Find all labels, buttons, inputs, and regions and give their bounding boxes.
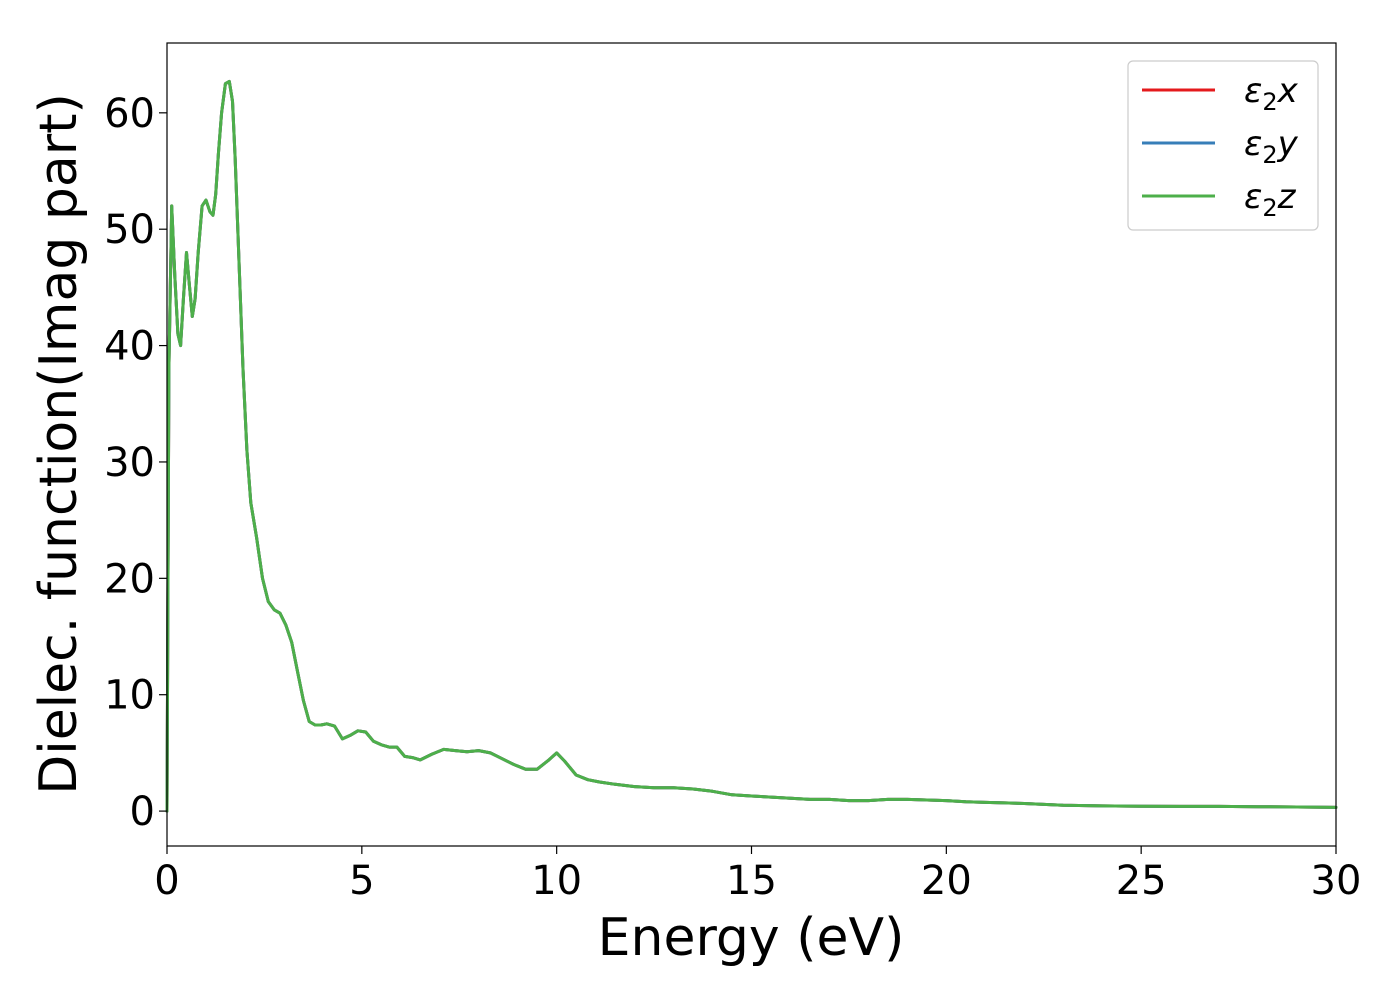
series-line-z: [165, 79, 1338, 813]
y-axis-ticks: 0 10 20 30 40 50 60: [104, 91, 167, 835]
x-tick-label: 5: [349, 858, 374, 904]
x-tick-label: 30: [1311, 858, 1362, 904]
legend-label-x: ε2x: [1244, 71, 1299, 116]
x-axis-ticks: 0 5 10 15 20 25 30: [154, 846, 1361, 904]
y-tick-label: 0: [130, 789, 155, 835]
y-tick-label: 50: [104, 207, 155, 253]
y-tick-label: 40: [104, 324, 155, 370]
y-tick-label: 60: [104, 91, 155, 137]
y-tick-label: 10: [104, 673, 155, 719]
x-tick-label: 10: [531, 858, 582, 904]
legend-label-y: ε2y: [1244, 124, 1299, 169]
series-layer: [165, 79, 1338, 813]
y-tick-label: 30: [104, 440, 155, 486]
x-tick-label: 15: [726, 858, 777, 904]
x-axis-label: Energy (eV): [598, 908, 905, 968]
y-axis-label: Dielec. function(Imag part): [29, 93, 89, 795]
legend-entries: ε2x ε2y ε2z: [1142, 71, 1299, 222]
legend-frame: [1127, 60, 1319, 231]
legend: ε2x ε2y ε2z: [1127, 60, 1319, 231]
x-tick-label: 25: [1116, 858, 1167, 904]
x-tick-label: 20: [921, 858, 972, 904]
y-tick-label: 20: [104, 556, 155, 602]
legend-label-z: ε2z: [1244, 177, 1297, 222]
x-tick-label: 0: [154, 858, 179, 904]
